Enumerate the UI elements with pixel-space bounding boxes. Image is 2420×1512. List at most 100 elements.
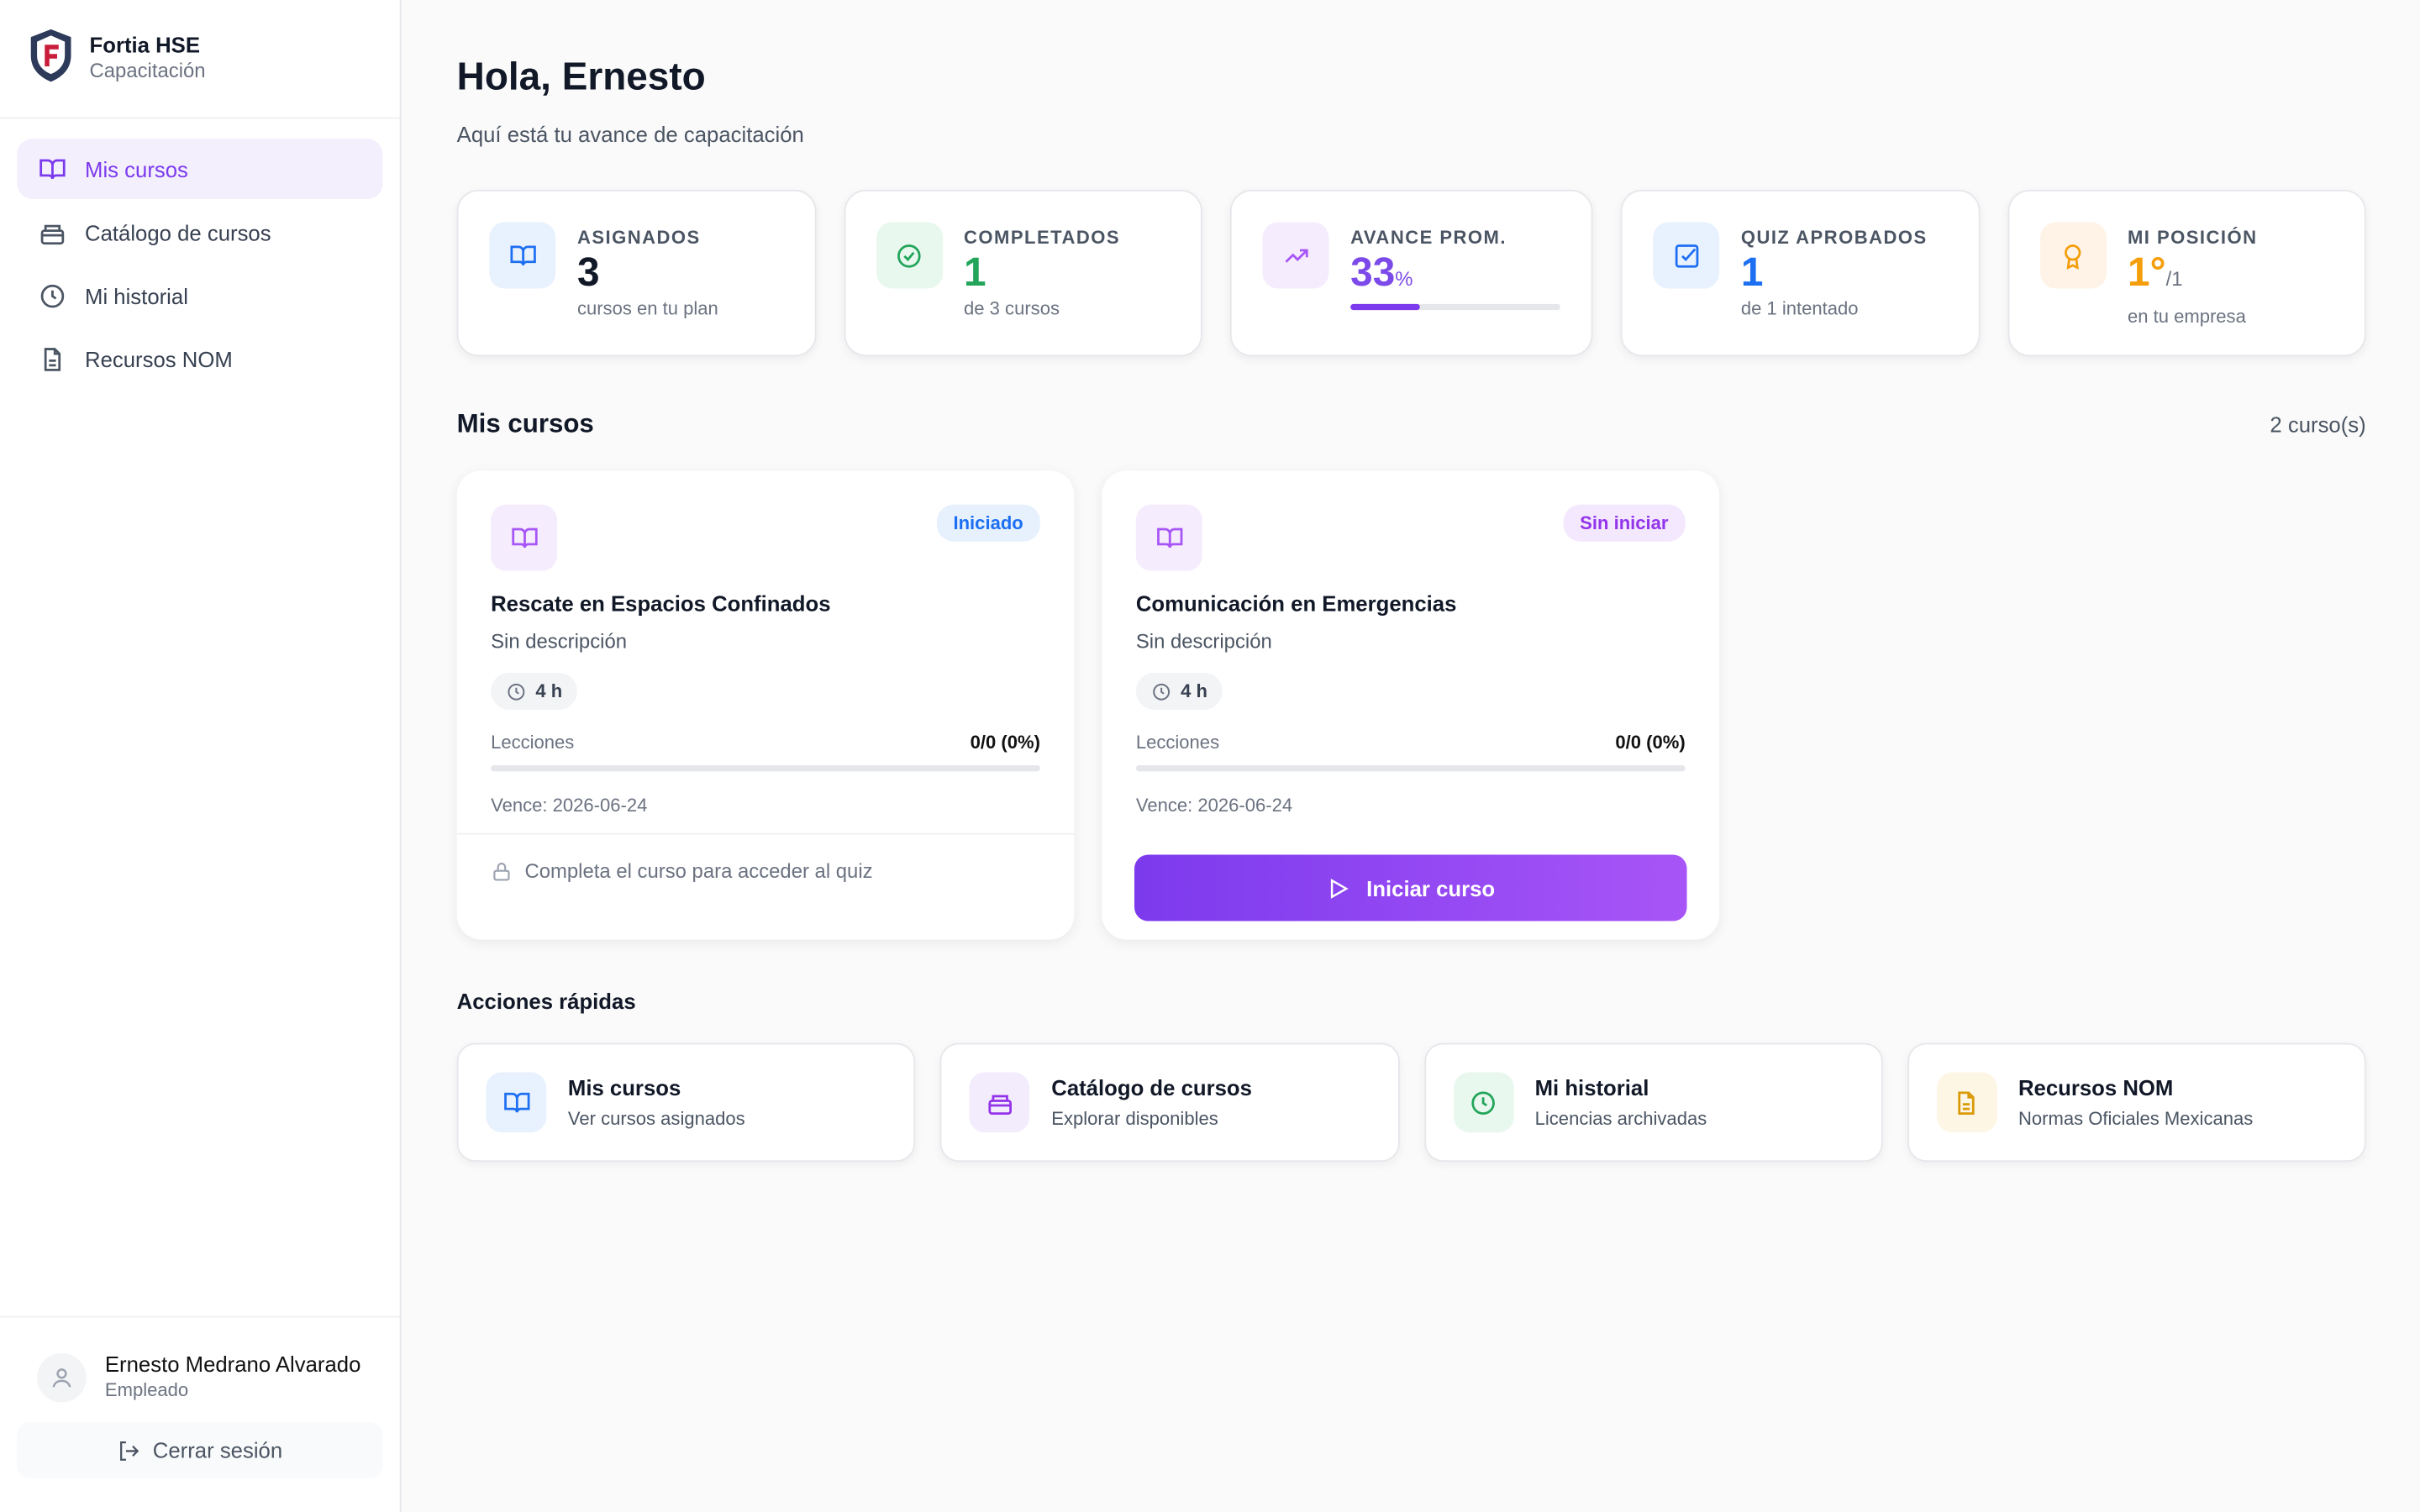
quick-action-sub: Explorar disponibles (1051, 1107, 1218, 1130)
nav-label: Recursos NOM (85, 346, 233, 371)
brand-text: Fortia HSE Capacitación (90, 33, 206, 85)
sidebar: Fortia HSE Capacitación Mis cursos Catálogo… (0, 0, 402, 1512)
stat-card: COMPLETADOS 1 de 3 cursos (843, 189, 1202, 357)
stat-sub: de 1 intentado (1740, 297, 1859, 320)
course-top: Sin iniciar (1135, 504, 1686, 571)
stat-card: AVANCE PROM. 33% (1229, 189, 1593, 357)
stat-card: ASIGNADOS 3 cursos en tu plan (456, 189, 816, 357)
quick-action[interactable]: Mis cursos Ver cursos asignados (456, 1042, 916, 1163)
quick-title: Acciones rápidas (456, 989, 636, 1014)
icon (1936, 1072, 1997, 1133)
button-label: Iniciar curso (1366, 875, 1496, 900)
course-title: Rescate en Espacios Confinados (491, 591, 831, 616)
quick-action[interactable]: Recursos NOM Normas Oficiales Mexicanas (1907, 1042, 2366, 1163)
user-role: Empleado (104, 1379, 189, 1401)
status-badge: Sin iniciar (1562, 504, 1686, 542)
stat-card: MI POSICIÓN 1°/1 en tu empresa (2007, 189, 2366, 357)
icon (489, 222, 556, 289)
quick-action-title: Mis cursos (567, 1075, 681, 1100)
section-header: Mis cursos 2 curso(s) (457, 409, 2366, 440)
quick-actions: Mis cursos Ver cursos asignados Catálogo d… (456, 1042, 2366, 1163)
stat-number: 1 (1740, 248, 1764, 295)
quick-action-sub: Ver cursos asignados (567, 1107, 745, 1130)
stat-sub: de 3 cursos (964, 297, 1060, 320)
section-title: Mis cursos (456, 408, 594, 438)
quick-action-sub: Licencias archivadas (1534, 1107, 1707, 1130)
course-card: Iniciado Rescate en Espacios Confinados Si… (456, 470, 1075, 940)
nav-label: Mi historial (85, 283, 188, 308)
lessons-progress: 0/0 (0%) (970, 731, 1040, 753)
logout-label: Cerrar sesión (152, 1437, 283, 1463)
user-row: Ernesto Medrano Alvarado Empleado (17, 1352, 382, 1404)
quick-action-title: Catálogo de cursos (1051, 1075, 1252, 1100)
nav-item[interactable]: Mi historial (17, 265, 382, 326)
stat-body: QUIZ APROBADOS 1 de 1 intentado (1741, 222, 1928, 323)
quick-action[interactable]: Catálogo de cursos Explorar disponibles (940, 1042, 1400, 1163)
logo (28, 27, 74, 90)
stat-body: AVANCE PROM. 33% (1350, 222, 1560, 323)
stat-number: 3 (576, 248, 600, 295)
duration: 4 h (535, 680, 563, 702)
icon (2039, 222, 2107, 289)
progress-fill (1350, 303, 1420, 311)
stat-unit: /1 (2165, 266, 2183, 291)
user-name: Ernesto Medrano Alvarado (104, 1351, 361, 1377)
course-top: Iniciado (491, 504, 1040, 571)
lessons-row: Lecciones 0/0 (0%) (491, 732, 1040, 753)
nav: Mis cursos Catálogo de cursos Mi historial… (0, 118, 400, 408)
stat-unit: % (1395, 266, 1413, 291)
courses: Iniciado Rescate en Espacios Confinados Si… (456, 470, 2366, 940)
course-title: Comunicación en Emergencias (1135, 591, 1457, 616)
main: Hola, Ernesto Aquí está tu avance de capa… (402, 0, 2420, 1512)
icon (1653, 222, 1720, 289)
stat-sub: en tu empresa (2127, 305, 2246, 328)
duration-chip: 4 h (491, 672, 578, 710)
quick-text: Mi historial Licencias archivadas (1535, 1075, 1707, 1129)
icon (969, 1072, 1030, 1133)
stats: ASIGNADOS 3 cursos en tu plan COMPLETADOS 1 d… (456, 189, 2366, 357)
quick-action-title: Mi historial (1534, 1075, 1649, 1100)
quick-action[interactable]: Mi historial Licencias archivadas (1423, 1042, 1883, 1163)
start-button[interactable]: Iniciar curso (1134, 854, 1687, 921)
stat-label: QUIZ APROBADOS (1740, 227, 1928, 249)
nav-label: Mis cursos (85, 156, 188, 181)
stat-value: 1 (964, 251, 1120, 291)
icon (1135, 504, 1202, 571)
brand-name: Fortia HSE (89, 32, 201, 57)
nav-label: Catálogo de cursos (85, 219, 271, 245)
brand: Fortia HSE Capacitación (0, 0, 400, 119)
status-badge: Iniciado (936, 504, 1040, 542)
stat-label: AVANCE PROM. (1350, 227, 1507, 249)
stat-body: MI POSICIÓN 1°/1 en tu empresa (2127, 222, 2258, 327)
progress-track (1350, 303, 1560, 311)
stat-sub: cursos en tu plan (576, 297, 718, 320)
stat-body: ASIGNADOS 3 cursos en tu plan (577, 222, 718, 323)
icon (1262, 222, 1329, 289)
nav-item[interactable]: Mis cursos (17, 139, 383, 199)
due-date: Vence: 2026-06-24 (491, 794, 648, 816)
stat-value: 33% (1350, 251, 1560, 299)
nav-item[interactable]: Catálogo de cursos (17, 202, 382, 263)
quick-action-title: Recursos NOM (2018, 1075, 2174, 1100)
stat-number: 33 (1350, 248, 1396, 295)
course-description: Sin descripción (491, 629, 628, 653)
stat-label: ASIGNADOS (576, 227, 701, 249)
avatar (37, 1352, 87, 1403)
user-panel: Ernesto Medrano Alvarado Empleado Cerrar s… (0, 1315, 400, 1512)
subtitle: Aquí está tu avance de capacitación (456, 122, 804, 147)
quick-action-sub: Normas Oficiales Mexicanas (2018, 1107, 2254, 1130)
greeting: Hola, Ernesto (456, 55, 706, 99)
duration-chip: 4 h (1135, 672, 1223, 710)
stat-number: 1 (964, 248, 986, 295)
course-footer: Completa el curso para acceder al quiz (456, 832, 1075, 907)
logout-button[interactable]: Cerrar sesión (17, 1422, 383, 1478)
course-body: Iniciado Rescate en Espacios Confinados Si… (457, 470, 1075, 816)
due-date: Vence: 2026-06-24 (1135, 794, 1293, 816)
course-body: Sin iniciar Comunicación en Emergencias Si… (1102, 470, 1719, 816)
nav-item[interactable]: Recursos NOM (17, 328, 382, 389)
stat-label: MI POSICIÓN (2127, 227, 2258, 249)
stat-value: 3 (577, 251, 718, 291)
lessons-progress: 0/0 (0%) (1615, 731, 1686, 753)
course-description: Sin descripción (1135, 629, 1272, 653)
